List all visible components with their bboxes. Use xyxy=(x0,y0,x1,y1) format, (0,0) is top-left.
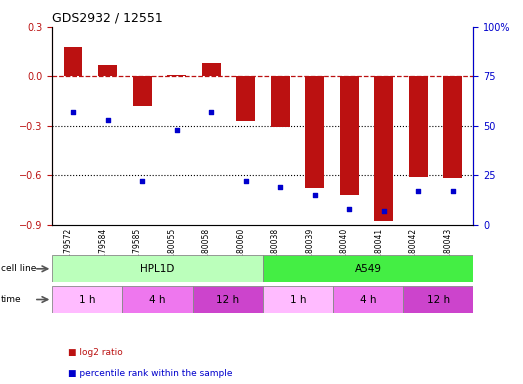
Text: 1 h: 1 h xyxy=(290,295,306,305)
Bar xyxy=(167,74,186,76)
Text: ■ log2 ratio: ■ log2 ratio xyxy=(68,348,123,357)
Point xyxy=(448,188,457,194)
Text: 12 h: 12 h xyxy=(427,295,450,305)
Point xyxy=(69,109,77,115)
Point xyxy=(242,178,250,184)
Bar xyxy=(132,76,152,106)
Text: time: time xyxy=(1,295,21,304)
Text: A549: A549 xyxy=(355,264,382,274)
Bar xyxy=(270,76,290,127)
Text: 12 h: 12 h xyxy=(216,295,240,305)
Point xyxy=(414,188,422,194)
Text: 4 h: 4 h xyxy=(149,295,166,305)
Bar xyxy=(63,47,83,76)
Bar xyxy=(263,255,473,282)
Text: 1 h: 1 h xyxy=(79,295,96,305)
Point xyxy=(207,109,215,115)
Point xyxy=(138,178,146,184)
Point xyxy=(310,192,319,198)
Text: HPL1D: HPL1D xyxy=(140,264,175,274)
Bar xyxy=(305,76,324,189)
Bar xyxy=(339,76,359,195)
Point xyxy=(276,184,284,190)
Point xyxy=(104,117,112,123)
Bar xyxy=(403,286,473,313)
Point xyxy=(173,127,181,133)
Bar xyxy=(236,76,255,121)
Text: 4 h: 4 h xyxy=(360,295,377,305)
Bar xyxy=(98,65,117,76)
Bar xyxy=(52,286,122,313)
Bar xyxy=(263,286,333,313)
Bar xyxy=(443,76,462,179)
Bar xyxy=(333,286,403,313)
Bar xyxy=(374,76,393,221)
Bar xyxy=(192,286,263,313)
Point xyxy=(345,206,353,212)
Bar xyxy=(52,255,263,282)
Text: cell line: cell line xyxy=(1,264,37,273)
Bar xyxy=(201,63,221,76)
Point xyxy=(379,208,388,214)
Bar xyxy=(122,286,192,313)
Text: ■ percentile rank within the sample: ■ percentile rank within the sample xyxy=(68,369,233,378)
Text: GDS2932 / 12551: GDS2932 / 12551 xyxy=(52,11,163,24)
Bar xyxy=(408,76,428,177)
